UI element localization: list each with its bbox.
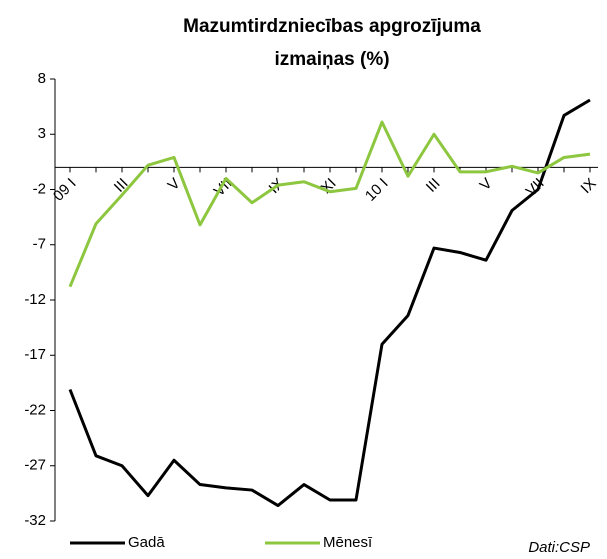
x-tick-label: III — [423, 175, 444, 196]
y-tick-label: -7 — [33, 236, 46, 253]
legend-label: Gadā — [128, 534, 165, 551]
y-tick-label: -17 — [24, 346, 46, 363]
y-tick-label: -22 — [24, 401, 46, 418]
legend-label: Mēnesī — [323, 534, 373, 551]
x-tick-label: VII — [523, 175, 548, 200]
x-tick-label: 09 I — [50, 175, 80, 205]
x-tick-label: XI — [318, 175, 340, 197]
y-tick-label: -12 — [24, 291, 46, 308]
y-tick-label: -27 — [24, 457, 46, 474]
y-tick-label: -2 — [33, 180, 46, 197]
y-tick-label: 3 — [38, 125, 46, 142]
chart-title: izmaiņas (%) — [274, 49, 389, 70]
y-tick-label: -32 — [24, 512, 46, 529]
x-tick-label: 10 I — [362, 175, 392, 205]
line-series — [68, 120, 591, 288]
x-tick-label: IX — [578, 175, 600, 197]
line-series — [68, 98, 591, 508]
chart-title: Mazumtirdzniecības apgrozījuma — [183, 16, 481, 37]
x-tick-label: V — [477, 175, 496, 194]
y-tick-label: 8 — [38, 70, 46, 87]
source-note: Dati:CSP — [528, 539, 590, 556]
